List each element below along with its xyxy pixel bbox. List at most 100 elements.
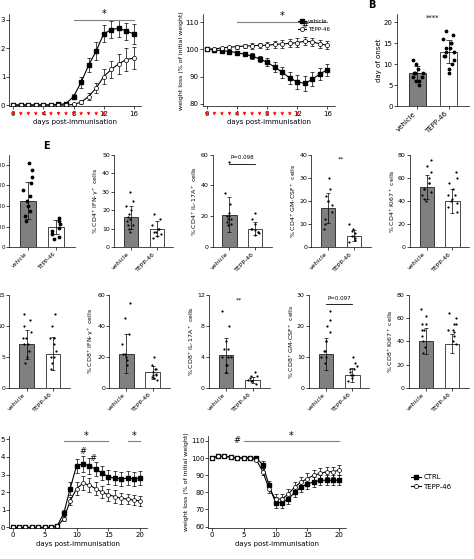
Point (351, 236, 358, 245)
Point (150, 228, 157, 237)
X-axis label: days post-immunisation: days post-immunisation (36, 541, 120, 547)
Point (225, 212, 232, 221)
Point (48, 226, 55, 235)
Point (419, 325, 426, 334)
Point (321, 358, 329, 367)
Point (321, 220, 329, 229)
Text: #: # (301, 21, 309, 30)
Point (55, 214, 62, 222)
Point (225, 345, 232, 354)
Point (353, 362, 361, 371)
Text: *: * (101, 10, 106, 20)
Point (48, 358, 56, 367)
Point (247, 377, 255, 386)
Point (453, 173, 461, 182)
Point (453, 208, 461, 217)
Point (255, 229, 262, 238)
Point (126, 228, 134, 237)
Text: **: ** (236, 297, 243, 302)
Y-axis label: % CD8$^+$IL-17A$^+$ cells: % CD8$^+$IL-17A$^+$ cells (187, 306, 196, 376)
Point (420, 194, 428, 203)
Point (154, 376, 161, 385)
Point (323, 321, 330, 330)
Point (156, 215, 164, 224)
Point (219, 306, 226, 315)
Point (127, 299, 134, 307)
Point (20, 321, 27, 330)
Point (412, 68, 419, 77)
Point (227, 352, 235, 361)
X-axis label: days post-immunisation: days post-immunisation (235, 541, 319, 547)
Point (155, 224, 162, 233)
Bar (440, 52, 457, 106)
Point (245, 376, 252, 385)
Point (351, 231, 358, 240)
Point (350, 224, 357, 233)
Point (252, 209, 259, 217)
Point (322, 192, 330, 201)
Point (419, 73, 426, 82)
Y-axis label: weight loss (% of initial weight): weight loss (% of initial weight) (179, 11, 184, 110)
Point (450, 185, 457, 194)
Point (126, 329, 133, 338)
Point (154, 231, 161, 240)
Point (321, 346, 329, 355)
Bar (347, 235, 361, 247)
Bar (149, 229, 164, 247)
Point (352, 233, 359, 242)
Point (447, 39, 455, 48)
Point (25, 158, 33, 167)
Bar (222, 215, 237, 247)
Point (26, 207, 33, 216)
Point (322, 337, 330, 346)
Point (419, 191, 426, 200)
Point (126, 215, 134, 224)
Point (419, 68, 427, 77)
Point (446, 179, 453, 188)
Point (53, 346, 60, 355)
Text: #: # (234, 437, 241, 446)
Point (225, 158, 233, 167)
Point (26, 315, 34, 324)
Point (148, 360, 156, 369)
Point (451, 48, 458, 56)
Point (26, 191, 34, 200)
Point (222, 368, 230, 377)
Legend: CTRL, TEPP-46: CTRL, TEPP-46 (411, 474, 452, 490)
Point (444, 325, 452, 334)
Point (322, 352, 329, 361)
Point (428, 187, 435, 196)
Point (254, 227, 262, 236)
Point (350, 371, 357, 380)
Point (447, 43, 454, 52)
Point (19, 334, 27, 343)
Point (153, 364, 160, 373)
Point (123, 217, 131, 226)
Point (348, 231, 356, 240)
Point (47, 352, 55, 361)
Point (252, 220, 259, 229)
Point (27, 179, 35, 188)
Point (22, 217, 29, 226)
Point (20, 309, 28, 318)
Point (55, 217, 63, 226)
Point (346, 368, 354, 377)
Point (415, 77, 423, 86)
Point (148, 220, 156, 229)
Point (50, 334, 58, 343)
Point (118, 340, 126, 349)
Bar (245, 380, 260, 387)
Text: E: E (43, 141, 49, 151)
Point (21, 212, 28, 221)
Point (51, 309, 59, 318)
Point (225, 209, 233, 217)
Point (412, 60, 420, 69)
Point (126, 224, 133, 233)
Point (129, 220, 137, 229)
Point (318, 352, 325, 361)
Point (253, 372, 260, 381)
Point (152, 369, 160, 378)
Bar (248, 229, 262, 247)
Point (224, 215, 232, 224)
Point (448, 194, 456, 203)
